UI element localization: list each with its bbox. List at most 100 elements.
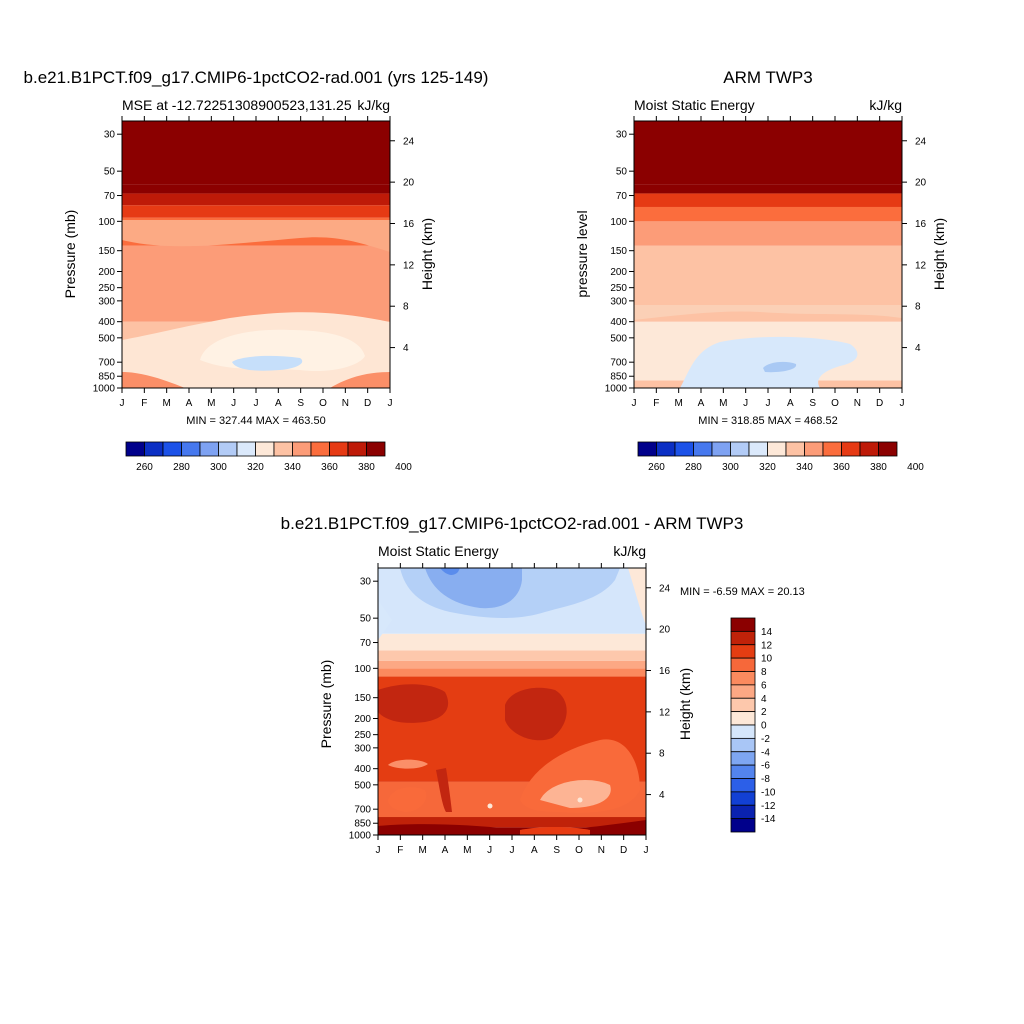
y-tick-label: 200 — [610, 267, 627, 278]
colorbar-swatch — [785, 441, 805, 457]
y-tick-label: 30 — [104, 130, 116, 141]
colorbar-label: 10 — [761, 654, 773, 665]
panel-obs-ylabel: pressure level — [574, 210, 590, 297]
y-tick-label: 500 — [98, 333, 115, 344]
colorbar-swatch — [804, 441, 824, 457]
panel-diff-field — [378, 568, 646, 835]
y-tick-label: 850 — [98, 372, 115, 383]
panel-diff-contour-upper-coolest — [440, 568, 460, 575]
colorbar-swatch — [236, 441, 256, 457]
panel-model-stats: MIN = 327.44 MAX = 463.50 — [186, 415, 325, 427]
panel-diff-contour-center-blob — [505, 687, 567, 741]
y-tick-label: 500 — [354, 780, 371, 791]
y-tick-label: 70 — [616, 191, 628, 202]
right-tick-label: 8 — [915, 302, 921, 313]
colorbar-label: -8 — [761, 774, 770, 785]
colorbar-label: 8 — [761, 667, 767, 678]
panel-model-title: b.e21.B1PCT.f09_g17.CMIP6-1pctCO2-rad.00… — [24, 68, 489, 87]
y-tick-label: 700 — [98, 358, 115, 369]
panel-diff-stats: MIN = -6.59 MAX = 20.13 — [680, 586, 805, 598]
y-tick-label: 850 — [610, 372, 627, 383]
x-tick-label: J — [766, 398, 771, 409]
colorbar-swatch — [711, 441, 731, 457]
contour-band-5 — [122, 245, 390, 322]
colorbar-swatch — [730, 791, 756, 806]
panel-diff-contour-dot-2 — [577, 797, 583, 803]
colorbar-swatch — [730, 818, 756, 833]
panel-obs-stats: MIN = 318.85 MAX = 468.52 — [698, 415, 837, 427]
colorbar-label: 320 — [247, 462, 264, 473]
x-tick-label: S — [297, 398, 304, 409]
y-tick-label: 150 — [354, 693, 371, 704]
contour-band-6 — [378, 660, 646, 669]
panel-diff-contour-left-blob — [378, 684, 449, 723]
y-tick-label: 50 — [616, 167, 628, 178]
colorbar-label: -2 — [761, 734, 770, 745]
contour-band-6 — [634, 193, 902, 207]
colorbar-label: 12 — [761, 640, 773, 651]
colorbar-swatch — [181, 441, 201, 457]
x-tick-label: M — [162, 398, 170, 409]
colorbar-swatch — [218, 441, 238, 457]
colorbar-swatch — [273, 441, 293, 457]
panel-model-left-subtitle: MSE at -12.72251308900523,131.25 — [122, 97, 352, 113]
colorbar-swatch — [693, 441, 713, 457]
colorbar-swatch — [292, 441, 312, 457]
x-tick-label: J — [644, 845, 649, 856]
panel-diff-units: kJ/kg — [613, 543, 646, 559]
y-tick-label: 200 — [354, 714, 371, 725]
colorbar-swatch — [125, 441, 145, 457]
x-tick-label: D — [620, 845, 627, 856]
contour-band-8 — [378, 633, 646, 651]
colorbar-label: -4 — [761, 747, 770, 758]
x-tick-label: A — [787, 398, 794, 409]
y-tick-label: 300 — [354, 743, 371, 754]
y-tick-label: 400 — [354, 764, 371, 775]
colorbar-swatch — [730, 697, 756, 713]
y-tick-label: 30 — [360, 577, 372, 588]
panel-obs-field — [634, 121, 902, 388]
colorbar-label: 6 — [761, 680, 767, 691]
contour-band-7 — [122, 205, 390, 218]
x-tick-label: O — [575, 845, 583, 856]
colorbar-swatch — [730, 711, 756, 726]
panel-diff-contour-surface-patch — [520, 827, 590, 835]
colorbar-label: 300 — [722, 462, 739, 473]
right-tick-label: 20 — [403, 178, 415, 189]
y-tick-label: 50 — [104, 167, 116, 178]
panel-diff-left-subtitle: Moist Static Energy — [378, 543, 499, 559]
y-tick-label: 250 — [98, 283, 115, 294]
colorbar-swatch — [878, 441, 898, 457]
x-tick-label: A — [442, 845, 449, 856]
colorbar-label: 2 — [761, 707, 767, 718]
contour-band-2 — [378, 817, 646, 828]
colorbar-label: 340 — [284, 462, 301, 473]
x-tick-label: N — [342, 398, 349, 409]
colorbar-swatch — [730, 778, 756, 793]
x-tick-label: M — [418, 845, 426, 856]
panel-obs-right-ylabel: Height (km) — [931, 218, 947, 290]
x-tick-label: A — [698, 398, 705, 409]
colorbar-swatch — [730, 737, 756, 753]
x-tick-label: J — [254, 398, 259, 409]
x-tick-label: J — [487, 845, 492, 856]
panel-diff-contour-column — [436, 768, 452, 812]
colorbar-swatch — [730, 804, 756, 820]
colorbar-swatch — [730, 684, 756, 699]
right-tick-label: 4 — [403, 343, 409, 354]
y-tick-label: 700 — [354, 805, 371, 816]
x-tick-label: M — [674, 398, 682, 409]
y-tick-label: 70 — [104, 191, 116, 202]
panel-obs-colorbar: 260 280 300 320 340 360 380 400 — [637, 441, 924, 473]
x-tick-label: O — [319, 398, 327, 409]
y-tick-label: 30 — [616, 130, 628, 141]
colorbar-swatch — [730, 657, 756, 672]
panel-diff-contour-dot-1 — [487, 803, 493, 809]
colorbar-swatch — [347, 441, 367, 457]
colorbar-label: 380 — [358, 462, 375, 473]
colorbar-label: 260 — [648, 462, 665, 473]
y-tick-label: 850 — [354, 819, 371, 830]
contour-band-5 — [634, 206, 902, 222]
colorbar-label: 360 — [321, 462, 338, 473]
